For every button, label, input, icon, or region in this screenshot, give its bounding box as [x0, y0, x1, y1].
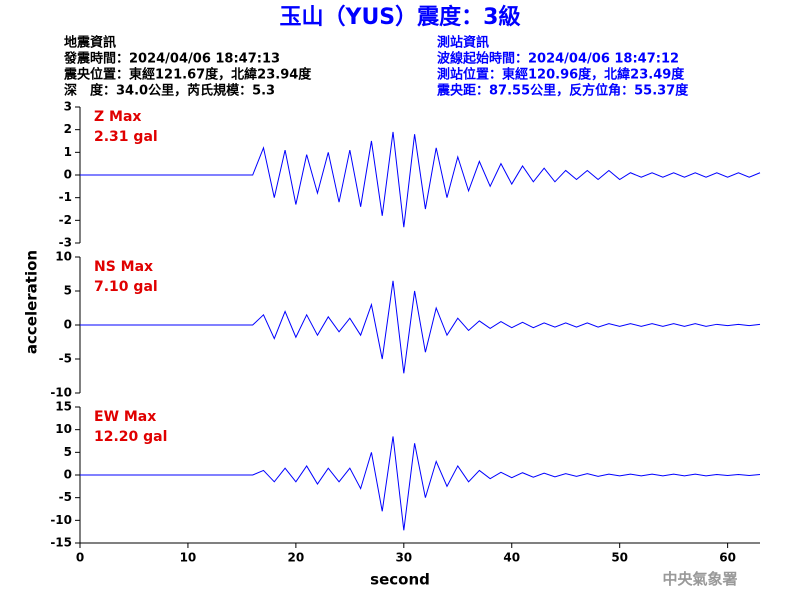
y-tick-label: 10: [55, 422, 72, 436]
y-tick-label: -10: [50, 386, 72, 400]
panel-annotation: 2.31 gal: [94, 129, 158, 145]
y-tick-label: 5: [64, 445, 72, 459]
x-tick-label: 30: [395, 551, 412, 565]
info-left: 震央位置：東經121.67度，北緯23.94度: [63, 67, 312, 83]
y-tick-label: 3: [64, 100, 72, 114]
x-tick-label: 10: [180, 551, 197, 565]
x-tick-label: 0: [76, 551, 84, 565]
y-tick-label: 5: [64, 284, 72, 298]
y-tick-label: 15: [55, 400, 72, 414]
x-tick-label: 60: [719, 551, 736, 565]
y-axis-label: acceleration: [23, 250, 41, 354]
x-tick-label: 20: [288, 551, 305, 565]
y-tick-label: 1: [64, 145, 72, 159]
info-left: 深 度：34.0公里，芮氏規模：5.3: [64, 83, 275, 99]
info-right: 震央距：87.55公里，反方位角：55.37度: [436, 83, 689, 99]
waveform: [80, 131, 761, 228]
y-tick-label: -2: [59, 213, 72, 227]
info-left: 地震資訊: [64, 35, 116, 51]
x-axis-label: second: [370, 571, 430, 589]
y-tick-label: -5: [59, 352, 72, 366]
waveform: [80, 436, 761, 531]
info-right: 測站資訊: [437, 35, 489, 51]
panel-title: EW Max: [94, 409, 156, 425]
waveform: [80, 280, 761, 374]
y-tick-label: -15: [50, 536, 72, 550]
panel-title: NS Max: [94, 259, 153, 275]
panel-title: Z Max: [94, 109, 141, 125]
panel-annotation: 12.20 gal: [94, 429, 167, 445]
y-tick-label: -1: [59, 190, 72, 204]
x-tick-label: 50: [611, 551, 628, 565]
x-tick-label: 40: [503, 551, 520, 565]
y-tick-label: 0: [64, 168, 72, 182]
y-tick-label: -5: [59, 490, 72, 504]
title: 玉山（YUS）震度：3級: [280, 4, 521, 30]
panel-annotation: 7.10 gal: [94, 279, 158, 295]
info-right: 波線起始時間：2024/04/06 18:47:12: [437, 51, 679, 67]
info-left: 發震時間：2024/04/06 18:47:13: [63, 51, 280, 67]
y-tick-label: 0: [64, 318, 72, 332]
y-tick-label: 0: [64, 468, 72, 482]
info-right: 測站位置：東經120.96度，北緯23.49度: [437, 67, 685, 83]
y-tick-label: -10: [50, 513, 72, 527]
y-tick-label: -3: [59, 236, 72, 250]
y-tick-label: 2: [64, 122, 72, 136]
y-tick-label: 10: [55, 250, 72, 264]
footer: 中央氣象署: [662, 570, 737, 588]
